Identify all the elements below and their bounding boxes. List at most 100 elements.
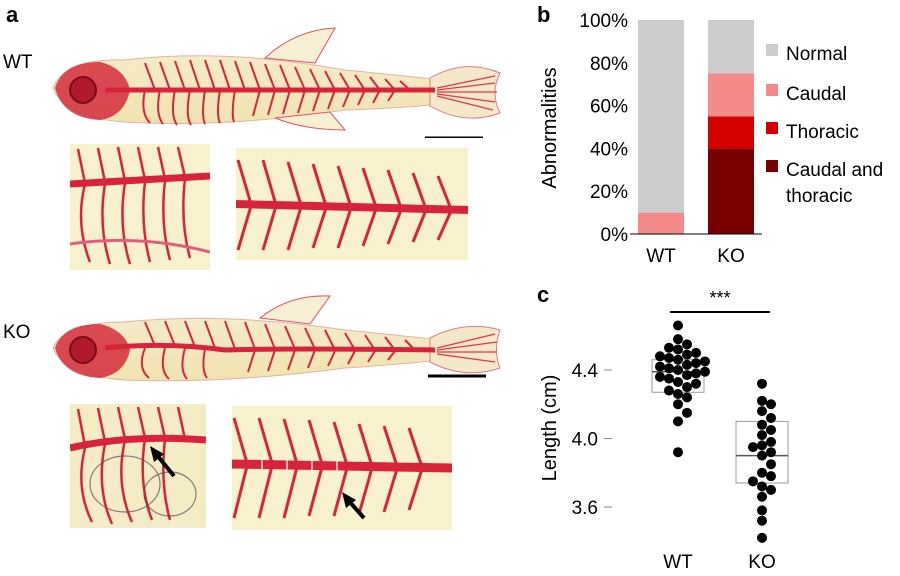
data-point <box>766 447 776 458</box>
length-yticks: 3.6 4.0 4.4 <box>572 361 612 519</box>
significance-label: *** <box>709 288 730 308</box>
data-point <box>664 363 674 374</box>
length-ylabel: Length (cm) <box>539 375 561 482</box>
data-point <box>664 385 674 396</box>
data-point <box>766 424 776 435</box>
abnormalities-ytick-label: 20% <box>590 182 628 203</box>
data-point <box>766 471 776 482</box>
ko-caudal-arrow-icon <box>342 492 356 508</box>
data-point <box>757 430 767 441</box>
data-point <box>682 339 692 350</box>
data-point <box>757 406 767 417</box>
data-point <box>691 358 701 369</box>
legend-swatch <box>766 44 778 56</box>
data-point <box>757 440 767 451</box>
data-point <box>673 388 683 399</box>
data-point <box>682 370 692 381</box>
data-point <box>757 378 767 389</box>
length-ytick-label: 4.0 <box>572 430 598 451</box>
data-point <box>655 361 665 372</box>
length-xtick-label: KO <box>748 552 775 573</box>
abnormalities-xtick-label: WT <box>646 246 676 267</box>
bar-segment <box>708 148 754 234</box>
data-point <box>673 447 683 458</box>
data-point <box>664 353 674 364</box>
bar-segment <box>708 116 754 149</box>
data-point <box>766 436 776 447</box>
data-point <box>673 354 683 365</box>
data-point <box>757 395 767 406</box>
abnormalities-ytick-label: 100% <box>579 11 628 32</box>
legend-swatch <box>766 122 778 134</box>
data-point <box>664 342 674 353</box>
bar-segment <box>708 73 754 117</box>
data-point <box>691 378 701 389</box>
ko-caudal-closeup <box>232 406 452 530</box>
abnormalities-ylabel: Abnormalities <box>539 67 561 188</box>
legend-label: Caudal and thoracic <box>786 160 883 207</box>
abnormalities-yticks: 0% 20% 40% 60% 80% 100% <box>579 11 628 246</box>
ko-fish-label: KO <box>3 322 31 343</box>
bar-segment <box>708 20 754 74</box>
data-point <box>766 399 776 410</box>
ko-thoracic-closeup <box>70 404 206 528</box>
legend-swatch <box>766 160 778 172</box>
panel-a-letter: a <box>6 2 19 27</box>
data-point <box>691 368 701 379</box>
length-ytick-label: 3.6 <box>572 498 598 519</box>
ko-fish-image <box>52 295 501 382</box>
data-point <box>673 399 683 410</box>
data-point <box>673 344 683 355</box>
data-point <box>757 467 767 478</box>
data-point <box>700 356 710 367</box>
wt-fish-label: WT <box>3 52 33 73</box>
data-point <box>682 407 692 418</box>
legend-label: Normal <box>786 44 847 65</box>
data-point <box>682 392 692 403</box>
length-xtick-label: WT <box>663 552 693 573</box>
data-point <box>673 376 683 387</box>
data-point <box>757 450 767 461</box>
data-point <box>766 459 776 470</box>
length-ytick-label: 4.4 <box>572 361 599 382</box>
data-point <box>757 419 767 430</box>
data-point <box>682 382 692 393</box>
abnormalities-xtick-label: KO <box>717 246 744 267</box>
bar-segment <box>638 20 684 213</box>
abnormalities-ytick-label: 0% <box>601 225 629 246</box>
data-point <box>673 320 683 331</box>
bar-segment <box>638 212 684 234</box>
data-point <box>757 505 767 516</box>
data-point <box>655 351 665 362</box>
abnormalities-legend: Normal Caudal Thoracic Caudal and thoracic <box>766 44 883 207</box>
data-point <box>766 484 776 495</box>
ko-thoracic-arrow-icon <box>150 446 164 462</box>
data-point <box>766 412 776 423</box>
abnormalities-bars <box>630 20 762 235</box>
legend-label: Thoracic <box>786 122 859 143</box>
legend-swatch <box>766 84 778 96</box>
abnormalities-xticks: WT KO <box>646 246 745 267</box>
data-point <box>682 349 692 360</box>
data-point <box>673 365 683 375</box>
data-point <box>757 515 767 526</box>
data-point <box>700 366 710 377</box>
length-groups <box>651 320 789 543</box>
data-point <box>748 476 758 487</box>
panel-b-letter: b <box>537 2 551 27</box>
length-chart: Length (cm) *** 3.6 4.0 4.4 WT KO <box>539 288 789 573</box>
wt-caudal-closeup <box>236 148 468 260</box>
data-point <box>655 371 665 382</box>
abnormalities-ytick-label: 80% <box>590 54 628 75</box>
data-point <box>682 359 692 370</box>
legend-label: Caudal <box>786 84 846 105</box>
abnormalities-ytick-label: 40% <box>590 139 628 160</box>
data-point <box>673 334 683 345</box>
length-xticks: WT KO <box>663 552 776 573</box>
data-point <box>673 416 683 427</box>
abnormalities-ytick-label: 60% <box>590 97 628 118</box>
wt-fish-image <box>52 27 501 138</box>
data-point <box>748 442 758 453</box>
abnormalities-chart: Abnormalities 0% 20% 40% 60% 80% 100% WT KO No… <box>539 11 883 267</box>
data-point <box>757 491 767 502</box>
